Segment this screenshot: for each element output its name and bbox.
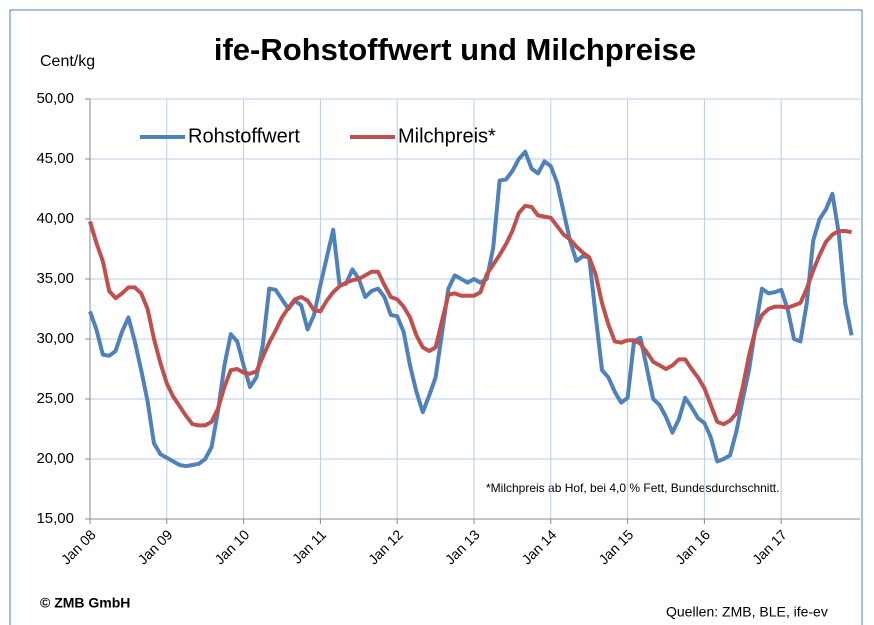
chart-title: ife-Rohstoffwert und Milchpreise xyxy=(214,32,696,67)
annotation: *Milchpreis ab Hof, bei 4,0 % Fett, Bund… xyxy=(486,481,779,495)
series-line xyxy=(88,149,854,469)
y-tick-label: 20,00 xyxy=(36,450,74,467)
y-tick-label: 50,00 xyxy=(36,90,74,107)
y-tick-label: 40,00 xyxy=(36,210,74,227)
copyright: © ZMB GmbH xyxy=(40,595,130,611)
x-tick-label: Jan 12 xyxy=(365,526,406,567)
y-tick-label: 45,00 xyxy=(36,150,74,167)
y-tick-label: 25,00 xyxy=(36,390,74,407)
y-tick-label: 15,00 xyxy=(36,510,74,527)
x-tick-label: Jan 09 xyxy=(134,526,175,567)
x-tick-label: Jan 15 xyxy=(595,526,636,567)
x-tick-label: Jan 16 xyxy=(672,526,713,567)
legend-label: Milchpreis* xyxy=(398,125,496,147)
x-tick-label: Jan 11 xyxy=(289,526,329,566)
y-axis-label: Cent/kg xyxy=(40,53,95,70)
source: Quellen: ZMB, BLE, ife-ev xyxy=(666,604,828,620)
x-tick-label: Jan 08 xyxy=(58,526,99,567)
y-tick-label: 30,00 xyxy=(36,330,74,347)
legend-label: Rohstoffwert xyxy=(188,125,300,147)
x-tick-label: Jan 14 xyxy=(518,526,559,567)
frame xyxy=(9,9,863,625)
y-tick-label: 35,00 xyxy=(36,270,74,287)
x-tick-label: Jan 10 xyxy=(211,526,252,567)
x-tick-label: Jan 13 xyxy=(442,526,483,567)
series-line xyxy=(88,203,852,428)
x-tick-label: Jan 17 xyxy=(749,526,790,567)
